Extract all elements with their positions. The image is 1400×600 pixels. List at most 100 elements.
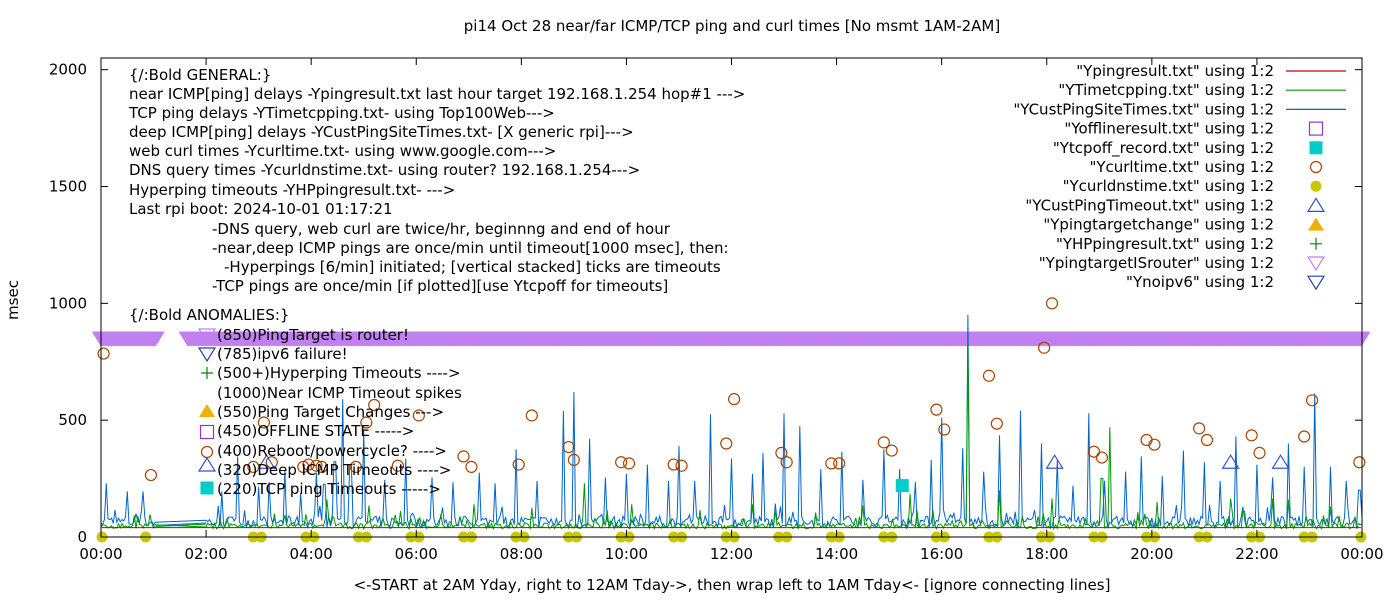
anomaly-key-marker	[197, 456, 217, 472]
x-tick-label: 08:00	[500, 545, 543, 563]
legend-marker	[1306, 197, 1326, 212]
annotation-text: (785)ipv6 failure!	[217, 345, 348, 363]
data-point	[349, 460, 362, 474]
annotation-text: deep ICMP[ping] delays -YCustPingSiteTim…	[129, 123, 634, 141]
annotation-text: TCP ping delays -YTimetcpping.txt- using…	[128, 104, 555, 122]
plot-area	[91, 297, 1371, 543]
x-tick-label: 10:00	[605, 545, 648, 563]
data-point	[728, 393, 741, 406]
data-point	[1045, 454, 1064, 469]
legend: "Ypingresult.txt" using 1:2"YTimetcpping…	[1013, 62, 1346, 291]
data-point	[1140, 433, 1153, 447]
legend-marker	[1308, 217, 1324, 231]
data-point	[525, 409, 538, 422]
data-point	[1253, 446, 1266, 459]
data-point	[1221, 454, 1240, 469]
annotation-text: -DNS query, web curl are twice/hr, begin…	[212, 220, 671, 238]
x-tick-label: 02:00	[184, 545, 227, 563]
annotation-text: web curl times -Ycurltime.txt- using www…	[129, 142, 556, 160]
legend-marker	[1310, 180, 1322, 192]
data-point	[720, 437, 733, 450]
annotation-text: {/:Bold ANOMALIES:}	[129, 306, 289, 324]
data-point	[412, 409, 425, 422]
data-point	[1353, 456, 1366, 469]
annotation-text: (320)Deep ICMP Timeouts ---->	[217, 461, 451, 479]
y-tick-label: 500	[58, 411, 87, 429]
legend-label: "Ytcpoff_record.txt" using 1:2	[1053, 139, 1274, 158]
data-point	[938, 423, 951, 436]
data-point	[562, 440, 575, 454]
data-point	[1148, 438, 1161, 451]
x-tick-label: 12:00	[710, 545, 753, 563]
data-point	[615, 456, 628, 469]
legend-label: "Ypingtargetchange" using 1:2	[1043, 216, 1274, 234]
data-point	[885, 444, 898, 457]
data-point	[1271, 454, 1290, 469]
data-point	[391, 459, 404, 472]
annotation-text: (850)PingTarget is router!	[217, 326, 409, 344]
data-point	[1038, 341, 1051, 354]
data-point	[1045, 297, 1059, 310]
y-tick-label: 1000	[49, 294, 87, 312]
data-point	[457, 450, 470, 463]
legend-label: "Ycurltime.txt" using 1:2	[1089, 158, 1274, 176]
legend-marker	[1309, 141, 1323, 155]
legend-marker	[1309, 160, 1323, 174]
legend-marker	[1306, 256, 1326, 272]
data-point	[1245, 429, 1258, 442]
data-point	[297, 460, 310, 474]
data-point	[465, 460, 478, 474]
x-tick-label: 00:00	[1340, 545, 1383, 563]
data-point	[990, 417, 1003, 430]
legend-label: "YCustPingTimeout.txt" using 1:2	[1025, 196, 1274, 214]
x-tick-label: 20:00	[1130, 545, 1173, 563]
legend-marker	[1310, 237, 1322, 250]
data-point	[512, 458, 525, 471]
x-tick-label: 18:00	[1025, 545, 1068, 563]
legend-label: "YTimetcpping.txt" using 1:2	[1058, 81, 1274, 99]
anomaly-key-marker	[200, 481, 214, 495]
annotation-text: -Hyperpings [6/min] initiated; [vertical…	[224, 258, 721, 276]
data-point	[257, 416, 270, 429]
data-point	[1087, 445, 1101, 458]
anomaly-key-marker	[200, 445, 214, 459]
anomaly-key-marker	[199, 424, 215, 440]
anomaly-key-marker	[199, 404, 215, 417]
anomaly-key-marker	[197, 328, 217, 344]
tcp-ping-series-line-wrap	[156, 523, 207, 527]
data-point	[1298, 430, 1311, 443]
data-point	[780, 456, 793, 469]
data-point	[982, 369, 996, 382]
x-tick-label: 06:00	[395, 545, 438, 563]
annotation-text: near ICMP[ping] delays -Ypingresult.txt …	[129, 85, 745, 103]
annotations: {/:Bold GENERAL:}near ICMP[ping] delays …	[128, 66, 745, 498]
annotation-text: -near,deep ICMP pings are once/min until…	[212, 239, 729, 257]
data-point	[930, 403, 943, 416]
annotation-text: (1000)Near ICMP Timeout spikes	[217, 384, 462, 402]
legend-label: "Ypingresult.txt" using 1:2	[1076, 62, 1274, 80]
data-point	[622, 457, 636, 470]
legend-label: "YHPpingresult.txt" using 1:2	[1056, 235, 1274, 253]
annotation-text: Last rpi boot: 2024-10-01 01:17:21	[129, 200, 393, 218]
annotation-text: (220)TCP ping Timeouts ----->	[217, 480, 441, 498]
deep-ping-series-line	[100, 314, 1363, 530]
annotation-text: DNS query times -Ycurldnstime.txt- using…	[129, 161, 640, 179]
data-point	[310, 459, 323, 472]
data-point	[368, 398, 381, 412]
y-tick-label: 1500	[49, 178, 87, 196]
chart-title: pi14 Oct 28 near/far ICMP/TCP ping and c…	[464, 17, 1000, 35]
legend-marker	[1306, 275, 1326, 291]
annotation-text: -TCP pings are once/min [if plotted][use…	[212, 277, 668, 295]
data-point	[360, 416, 373, 429]
legend-label: "Ycurldnstime.txt" using 1:2	[1063, 177, 1274, 195]
x-axis-label: <-START at 2AM Yday, right to 12AM Tday-…	[354, 576, 1111, 594]
router-band-fill	[187, 332, 1363, 345]
data-point	[877, 436, 890, 449]
data-point	[144, 468, 158, 482]
data-point	[302, 458, 315, 471]
annotation-text: (500+)Hyperping Timeouts ---->	[217, 364, 461, 382]
annotation-text: (450)OFFLINE STATE ----->	[217, 422, 414, 440]
legend-label: "YpingtargetISrouter" using 1:2	[1039, 254, 1274, 272]
y-tick-label: 0	[77, 528, 87, 546]
